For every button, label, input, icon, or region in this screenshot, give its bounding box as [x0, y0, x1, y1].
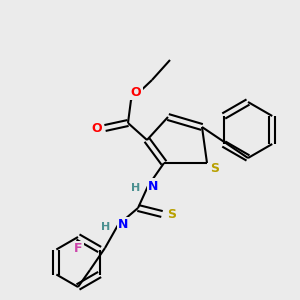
Text: S: S: [211, 161, 220, 175]
Text: O: O: [131, 85, 141, 98]
Text: F: F: [74, 242, 82, 256]
Text: N: N: [148, 179, 158, 193]
Text: H: H: [131, 183, 141, 193]
Text: S: S: [167, 208, 176, 220]
Text: O: O: [92, 122, 102, 134]
Text: N: N: [118, 218, 128, 232]
Text: H: H: [101, 222, 111, 232]
